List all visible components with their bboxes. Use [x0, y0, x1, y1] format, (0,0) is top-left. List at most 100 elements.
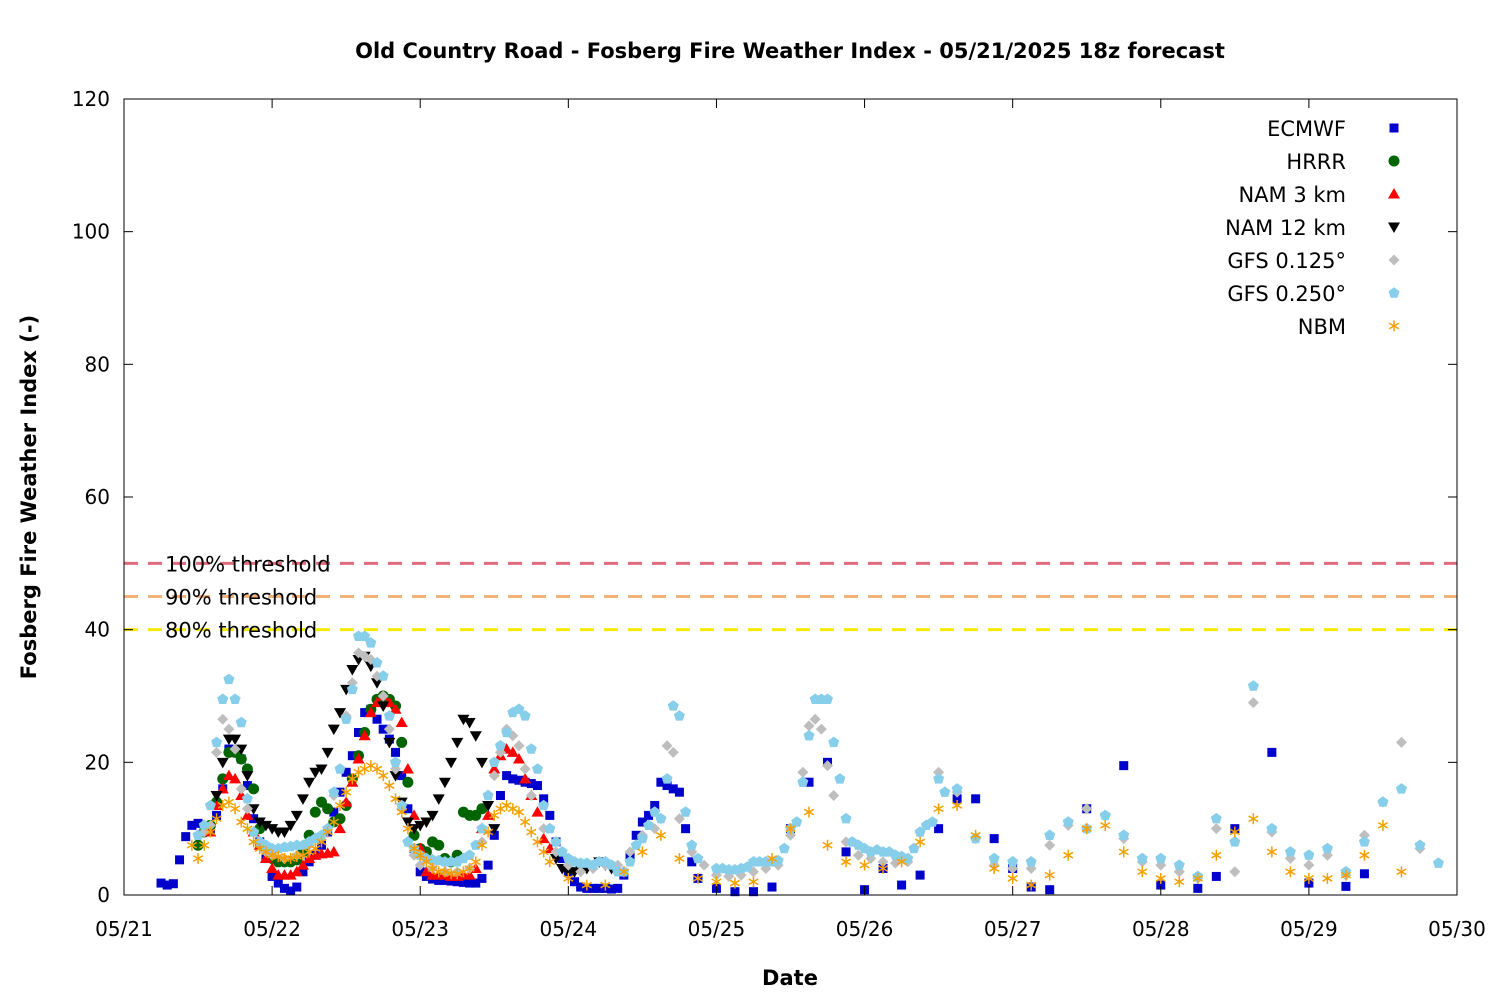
data-point [216, 757, 229, 769]
star-stroke [378, 772, 389, 779]
data-point [1284, 846, 1296, 857]
data-point [525, 790, 537, 801]
data-point [1025, 856, 1037, 867]
data-point [452, 877, 462, 887]
data-point [223, 796, 235, 808]
data-point [556, 846, 568, 857]
data-point [1081, 803, 1093, 815]
star-stroke [199, 841, 210, 849]
y-tick-label: 120 [72, 87, 110, 111]
data-point [1341, 881, 1351, 891]
star-stroke [223, 798, 235, 806]
data-point [501, 799, 512, 811]
star-stroke [951, 802, 963, 809]
data-point [544, 822, 556, 834]
data-point [451, 737, 464, 749]
data-point [298, 867, 308, 877]
data-point [482, 800, 495, 812]
data-point [415, 849, 426, 861]
data-point [383, 710, 395, 721]
data-point [545, 810, 555, 820]
data-point [822, 693, 833, 704]
data-point [600, 879, 611, 891]
data-point [390, 793, 401, 805]
data-point [352, 753, 365, 764]
data-point [1062, 816, 1074, 827]
data-point [156, 878, 166, 888]
data-point [1155, 872, 1166, 884]
data-point [327, 724, 340, 736]
data-point [216, 782, 229, 794]
data-point [488, 756, 500, 767]
star-stroke [1322, 875, 1333, 882]
data-point [1211, 871, 1221, 881]
star-stroke [242, 825, 253, 833]
data-point [549, 854, 562, 865]
star-stroke [1063, 851, 1074, 859]
data-point [1100, 819, 1111, 831]
data-point [933, 803, 944, 815]
legend-marker [1388, 222, 1400, 233]
data-point [834, 773, 846, 784]
data-point [804, 777, 814, 787]
series-gfs-0-250- [192, 630, 1444, 882]
data-point [470, 856, 481, 868]
data-point [346, 677, 358, 689]
y-tick-label: 60 [85, 485, 110, 509]
data-point [1210, 812, 1222, 824]
data-point [229, 693, 241, 704]
data-point [1137, 866, 1148, 878]
data-point [290, 865, 303, 877]
data-point [951, 799, 963, 811]
x-axis: 05/21 05/22 05/23 05/24 05/25 05/26 05/27 05/28… [95, 99, 1486, 941]
data-point [1099, 809, 1111, 821]
data-point [908, 842, 920, 854]
star-stroke [501, 802, 512, 809]
data-point [278, 827, 291, 838]
data-point [526, 826, 537, 838]
data-point [785, 823, 796, 835]
data-point [1247, 680, 1259, 691]
data-point [766, 853, 778, 865]
data-point [581, 879, 592, 891]
series-layer [156, 630, 1444, 897]
data-point [661, 773, 673, 784]
data-point [452, 868, 463, 880]
star-stroke [452, 870, 463, 878]
data-point [241, 809, 254, 820]
y-tick-label: 0 [97, 883, 110, 907]
data-point [384, 780, 395, 792]
data-point [1321, 842, 1333, 854]
threshold-label: 80% threshold [165, 619, 317, 643]
data-point [471, 878, 481, 888]
data-point [347, 751, 357, 761]
data-point [519, 710, 531, 721]
data-point [613, 883, 623, 893]
data-point [618, 866, 630, 878]
star-stroke [229, 805, 241, 813]
data-point [1303, 849, 1315, 860]
data-point [463, 869, 476, 880]
data-point [687, 857, 697, 867]
data-point [1303, 859, 1315, 871]
data-point [273, 851, 284, 863]
data-point [488, 762, 501, 774]
star-stroke [322, 828, 333, 836]
data-point [322, 826, 333, 838]
star-stroke [415, 851, 426, 859]
data-point [506, 746, 519, 757]
data-point [421, 871, 431, 881]
data-point [229, 803, 241, 815]
star-stroke [334, 802, 346, 809]
star-stroke [1026, 881, 1037, 889]
data-point [248, 826, 260, 837]
data-point [383, 723, 395, 735]
data-point [557, 854, 567, 864]
data-point [532, 763, 543, 774]
data-point [211, 813, 222, 825]
data-point [463, 718, 476, 729]
star-stroke [248, 838, 259, 846]
data-point [402, 823, 414, 835]
data-point [674, 853, 685, 865]
data-point [656, 777, 666, 787]
